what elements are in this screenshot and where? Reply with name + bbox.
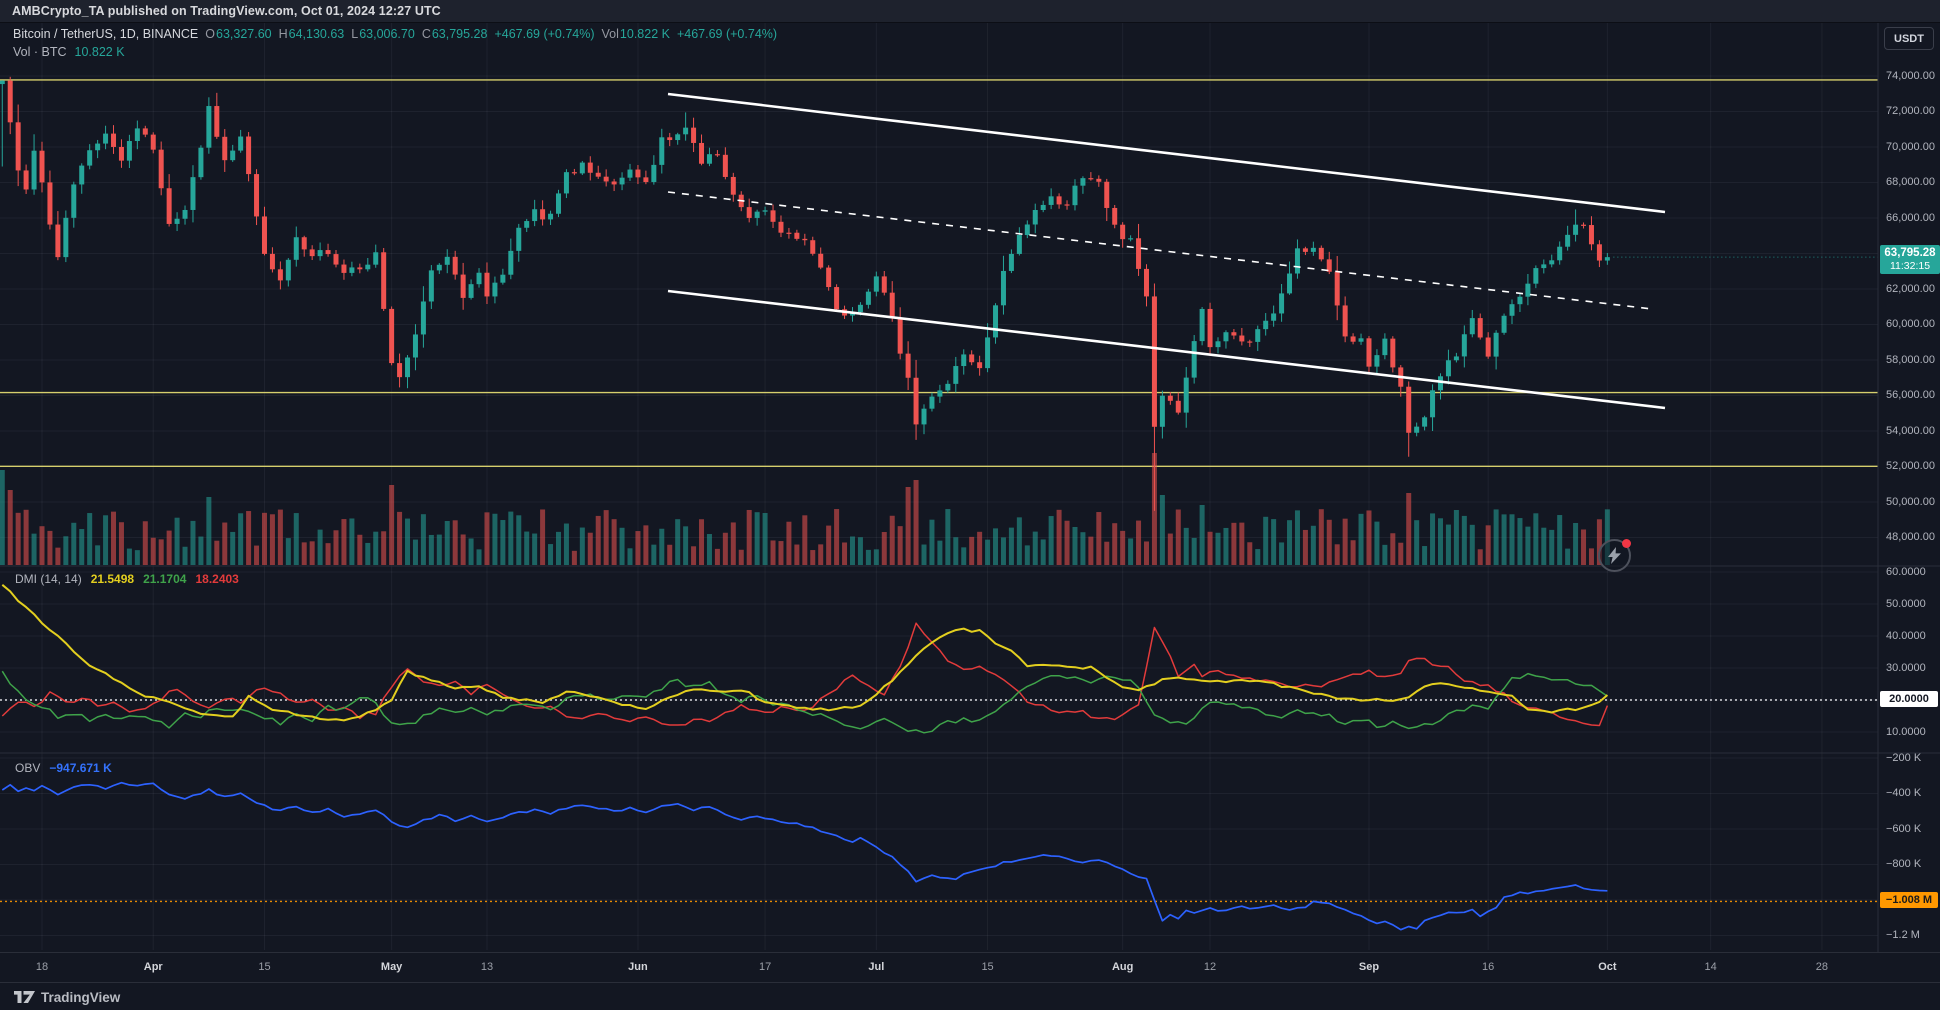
bottom-toolbar: TradingView xyxy=(0,982,1940,1010)
volume-label: Vol xyxy=(601,27,619,41)
dmi-tick-label: 30.0000 xyxy=(1886,661,1926,674)
price-tick-label: 56,000.00 xyxy=(1886,389,1935,401)
price-tick-label: 48,000.00 xyxy=(1886,531,1935,543)
time-axis-day-label: 18 xyxy=(35,961,49,973)
volume-value: 10.822 K xyxy=(619,27,670,41)
open-label: O xyxy=(205,27,215,41)
tradingview-logo-icon xyxy=(14,991,35,1003)
dmi-minus-di-line xyxy=(1,622,1609,727)
attribution-text: AMBCrypto_TA published on TradingView.co… xyxy=(12,4,441,18)
obv-title: OBV xyxy=(15,761,41,775)
dmi-tick-label: 50.0000 xyxy=(1886,597,1926,610)
dmi-title: DMI (14, 14) xyxy=(15,572,82,586)
dmi-adx-line xyxy=(1,584,1609,722)
time-axis-day-label: 15 xyxy=(258,961,271,973)
dmi-tick-label: 10.0000 xyxy=(1886,725,1926,738)
time-axis-day-label: 12 xyxy=(1203,961,1217,973)
price-tick-label: 72,000.00 xyxy=(1886,105,1935,117)
price-tick-label: 74,000.00 xyxy=(1886,69,1935,82)
bar-countdown: 11:32:15 xyxy=(1889,260,1931,272)
close-value: 63,795.28 xyxy=(431,27,488,41)
price-scale[interactable]: USDT 63,795.28 11:32:15 20.0000 −1.008 M… xyxy=(1878,22,1940,982)
obv-tick-label: −200 K xyxy=(1886,751,1922,764)
price-tick-label: 62,000.00 xyxy=(1886,282,1935,295)
dmi-adx-value: 21.5498 xyxy=(90,572,135,586)
dmi-level-badge: 20.0000 xyxy=(1880,691,1938,707)
time-axis[interactable]: 18 Apr 15 May 13 Jun 17 Jul 15 Aug 12 Sep 16 Oct 14 28 xyxy=(0,952,1940,983)
tradingview-logo[interactable]: TradingView xyxy=(14,990,120,1005)
high-label: H xyxy=(278,27,288,41)
currency-button[interactable]: USDT xyxy=(1884,27,1934,50)
obv-value: −947.671 K xyxy=(49,761,112,775)
price-tick-label: 52,000.00 xyxy=(1886,460,1935,472)
time-axis-month-label: Oct xyxy=(1598,961,1617,973)
lightning-bolt-icon xyxy=(1608,547,1621,564)
volume-legend: Vol · BTC 10.822 K xyxy=(13,45,125,59)
open-value: 63,327.60 xyxy=(216,27,272,41)
obv-legend: OBV −947.671 K xyxy=(15,761,112,775)
tradingview-logo-text: TradingView xyxy=(41,989,121,1005)
obv-tick-label: −400 K xyxy=(1886,787,1922,799)
price-tick-label: 58,000.00 xyxy=(1886,353,1935,366)
time-axis-month-label: Sep xyxy=(1358,961,1380,973)
dmi-tick-label: 40.0000 xyxy=(1886,629,1926,642)
symbol-title: Bitcoin / TetherUS, 1D, BINANCE xyxy=(13,27,199,41)
obv-tick-label: −800 K xyxy=(1886,858,1922,870)
dmi-minus-di-value: 18.2403 xyxy=(195,572,239,586)
time-axis-day-label: 15 xyxy=(981,961,994,973)
obv-last-value-badge: −1.008 M xyxy=(1880,892,1938,908)
obv-line xyxy=(1,781,1608,931)
symbol-legend: Bitcoin / TetherUS, 1D, BINANCE O 63,327.… xyxy=(13,27,777,41)
current-price: 63,795.28 xyxy=(1884,247,1936,259)
price-tick-label: 54,000.00 xyxy=(1886,424,1935,437)
obv-tick-label: −600 K xyxy=(1886,822,1922,835)
notification-dot xyxy=(1622,539,1631,548)
time-axis-month-label: Aug xyxy=(1111,961,1134,973)
price-tick-label: 66,000.00 xyxy=(1886,211,1935,224)
attribution-bar: AMBCrypto_TA published on TradingView.co… xyxy=(0,0,1940,23)
time-axis-month-label: Apr xyxy=(143,961,163,973)
low-value: 63,006.70 xyxy=(359,27,415,41)
volume-row-label: Vol · BTC xyxy=(13,45,67,59)
dmi-tick-label: 60.0000 xyxy=(1886,565,1926,578)
dmi-plus-di-line xyxy=(1,670,1608,734)
price-tick-label: 60,000.00 xyxy=(1886,318,1935,330)
dmi-plus-di-value: 21.1704 xyxy=(143,572,187,586)
channel-middle-dashed-line[interactable] xyxy=(667,191,1653,310)
time-axis-day-label: 13 xyxy=(480,961,494,973)
low-label: L xyxy=(351,27,359,41)
time-axis-day-label: 16 xyxy=(1482,961,1495,973)
time-axis-month-label: May xyxy=(380,961,403,973)
price-tick-label: 70,000.00 xyxy=(1886,140,1935,153)
price-tick-label: 68,000.00 xyxy=(1886,176,1935,188)
time-axis-day-label: 14 xyxy=(1704,961,1717,973)
obv-tick-label: −1.2 M xyxy=(1886,929,1920,941)
time-axis-day-label: 28 xyxy=(1815,961,1829,973)
time-axis-day-label: 17 xyxy=(758,961,772,973)
price-tick-label: 50,000.00 xyxy=(1886,495,1935,508)
market-status-icon[interactable] xyxy=(1598,539,1631,572)
time-axis-month-label: Jul xyxy=(868,961,885,973)
channel-upper-line[interactable] xyxy=(667,92,1666,214)
change-value-2: +467.69 (+0.74%) xyxy=(676,27,778,41)
dmi-legend: DMI (14, 14) 21.5498 21.1704 18.2403 xyxy=(15,572,239,586)
time-axis-month-label: Jun xyxy=(628,961,648,973)
channel-lower-line[interactable] xyxy=(667,289,1666,410)
high-value: 64,130.63 xyxy=(288,27,345,41)
change-value: +467.69 (+0.74%) xyxy=(494,27,595,41)
close-label: C xyxy=(421,27,431,41)
volume-row-value: 10.822 K xyxy=(74,45,125,59)
current-price-badge: 63,795.28 11:32:15 xyxy=(1880,245,1940,274)
